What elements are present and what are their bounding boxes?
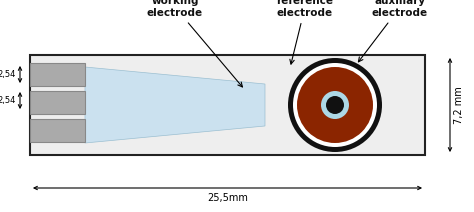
Circle shape (293, 63, 377, 147)
Circle shape (321, 91, 349, 119)
Circle shape (288, 58, 382, 152)
Bar (30, 55, 425, 155)
Text: 25,5mm: 25,5mm (207, 193, 248, 203)
Text: auxiliary
electrode: auxiliary electrode (358, 0, 428, 62)
Polygon shape (85, 67, 265, 143)
Bar (30, 91, 85, 114)
Text: 2,54: 2,54 (0, 96, 16, 105)
Text: 2,54: 2,54 (0, 70, 16, 79)
Text: working
electrode: working electrode (147, 0, 242, 87)
Circle shape (297, 67, 373, 143)
Circle shape (326, 96, 344, 114)
Text: reference
electrode: reference electrode (276, 0, 334, 64)
Bar (30, 119, 85, 142)
Bar (30, 63, 85, 86)
Text: 7,2 mm: 7,2 mm (454, 86, 464, 124)
